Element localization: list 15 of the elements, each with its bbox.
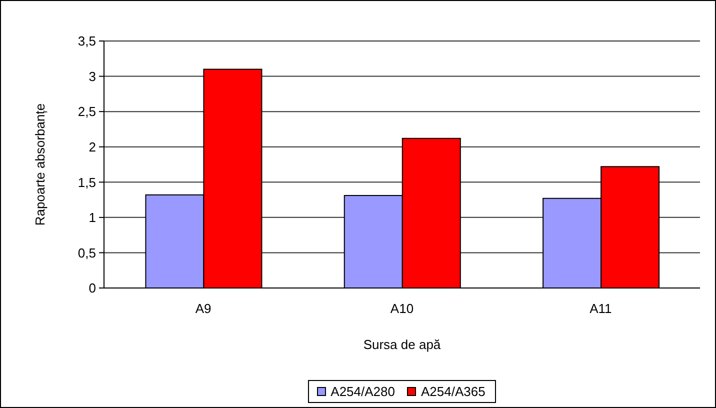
y-tick-label: 2,5 (78, 104, 96, 120)
y-tick-label: 2 (88, 139, 96, 154)
y-tick-label: 3,5 (78, 34, 96, 49)
x-axis-title: Sursa de apă (363, 337, 442, 352)
y-tick-label: 0,5 (78, 245, 96, 260)
y-tick-label: 3 (88, 68, 96, 84)
y-tick-label: 1,5 (78, 174, 96, 190)
y-tick-label: 0 (88, 280, 96, 296)
y-tick-label: 1 (88, 210, 96, 226)
x-tick-label: A11 (590, 301, 612, 316)
x-tick-label: A9 (195, 301, 212, 316)
legend-label: A254/A365 (421, 384, 486, 399)
legend-label: A254/A280 (330, 384, 395, 399)
x-tick-label: A10 (390, 301, 414, 316)
y-axis-title: Rapoarte absorbanțe (32, 103, 48, 226)
